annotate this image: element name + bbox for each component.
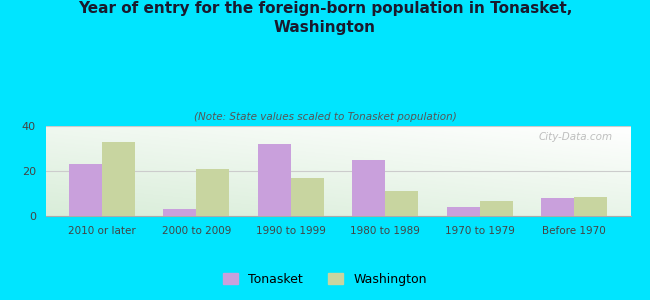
Bar bbox=[258, 144, 291, 216]
Bar bbox=[385, 191, 418, 216]
Text: Year of entry for the foreign-born population in Tonasket,
Washington: Year of entry for the foreign-born popul… bbox=[78, 2, 572, 35]
Text: City-Data.com: City-Data.com bbox=[539, 132, 613, 142]
Text: (Note: State values scaled to Tonasket population): (Note: State values scaled to Tonasket p… bbox=[194, 112, 456, 122]
Bar bbox=[447, 207, 480, 216]
Bar bbox=[291, 178, 324, 216]
Bar bbox=[480, 201, 513, 216]
Legend: Tonasket, Washington: Tonasket, Washington bbox=[218, 268, 432, 291]
Bar bbox=[163, 209, 196, 216]
Bar bbox=[69, 164, 102, 216]
Bar bbox=[196, 169, 229, 216]
Bar bbox=[574, 197, 607, 216]
Bar bbox=[541, 198, 574, 216]
Bar bbox=[352, 160, 385, 216]
Bar bbox=[102, 142, 135, 216]
